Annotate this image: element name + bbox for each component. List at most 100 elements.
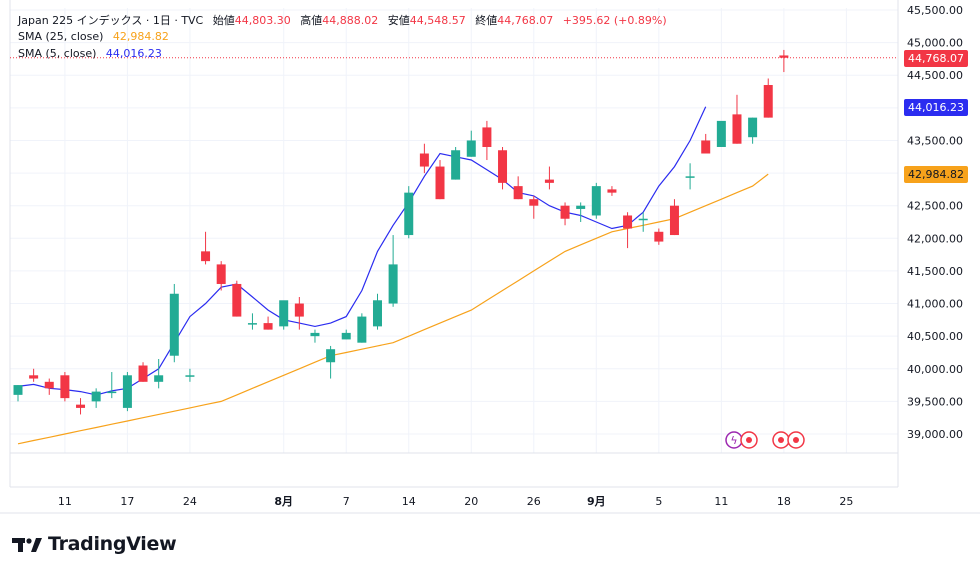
candle-body <box>232 283 242 317</box>
candle-body <box>716 120 726 147</box>
candle-body <box>44 381 54 389</box>
price-tick-label: 42,000.00 <box>907 232 963 245</box>
open-value: 44,803.30 <box>234 14 291 27</box>
candle-body <box>451 150 461 180</box>
price-tick-label: 39,500.00 <box>907 395 963 408</box>
price-tick-label: 45,500.00 <box>907 4 963 17</box>
candle-body <box>76 404 86 408</box>
time-tick-label: 8月 <box>274 495 293 508</box>
candle-body <box>419 153 429 167</box>
time-tick-label: 9月 <box>587 495 606 508</box>
sma5-value: 44,016.23 <box>105 47 162 60</box>
candle-body <box>138 365 148 382</box>
candle-body <box>91 391 101 402</box>
candle-body <box>529 199 539 206</box>
tradingview-logo[interactable]: TradingView <box>12 533 177 555</box>
candle-body <box>607 189 617 193</box>
time-tick-label: 20 <box>464 495 478 508</box>
candle-body <box>372 300 382 327</box>
candle-body <box>560 205 570 219</box>
sma5-label: SMA (5, close) <box>18 47 97 60</box>
candle-body <box>294 303 304 317</box>
ohlc-legend: Japan 225 インデックス · 1日 · TVC 始値44,803.30 … <box>18 12 667 28</box>
open-label: 始値 <box>212 14 235 27</box>
tradingview-logo-icon <box>12 538 42 552</box>
time-tick-label: 11 <box>714 495 728 508</box>
sma25-legend[interactable]: SMA (25, close) 42,984.82 <box>18 30 169 43</box>
price-tick-label: 44,500.00 <box>907 69 963 82</box>
candle-body <box>544 179 554 183</box>
candle-body <box>29 375 39 379</box>
sma5-legend[interactable]: SMA (5, close) 44,016.23 <box>18 47 162 60</box>
candle-body <box>685 176 695 178</box>
close-label: 終値 <box>475 14 498 27</box>
price-tick-label: 39,000.00 <box>907 428 963 441</box>
candle-body <box>310 332 320 337</box>
candle-body <box>185 375 195 377</box>
candle-body <box>498 150 508 183</box>
time-tick-label: 11 <box>58 495 72 508</box>
high-label: 高値 <box>300 14 323 27</box>
candle-body <box>623 215 633 229</box>
candle-body <box>60 375 70 399</box>
low-value: 44,548.57 <box>409 14 466 27</box>
sma25-value: 42,984.82 <box>112 30 169 43</box>
time-tick-label: 14 <box>402 495 416 508</box>
candle-body <box>263 323 273 330</box>
event-marker-flash[interactable]: ϟ <box>725 430 765 454</box>
close-value: 44,768.07 <box>497 14 554 27</box>
candle-body <box>654 231 664 242</box>
candle-body <box>122 375 132 408</box>
candle-body <box>357 316 367 343</box>
sma25-label: SMA (25, close) <box>18 30 104 43</box>
candle-body <box>201 251 211 262</box>
time-tick-label: 25 <box>839 495 853 508</box>
change-value: +395.62 (+0.89%) <box>562 14 667 27</box>
candle-body <box>404 192 414 236</box>
time-tick-label: 26 <box>527 495 541 508</box>
candle-body <box>576 205 586 209</box>
candle-body <box>591 186 601 216</box>
candle-body <box>326 349 336 363</box>
candle-body <box>388 264 398 304</box>
price-tick-label: 42,500.00 <box>907 200 963 213</box>
tradingview-logo-text: TradingView <box>48 533 177 555</box>
candle-body <box>279 300 289 327</box>
price-tick-label: 43,500.00 <box>907 134 963 147</box>
candle-body <box>216 264 226 284</box>
candle-body <box>466 140 476 157</box>
time-tick-label: 18 <box>777 495 791 508</box>
time-tick-label: 17 <box>120 495 134 508</box>
candle-body <box>13 385 23 395</box>
candle-body <box>669 205 679 236</box>
price-tick-label: 40,500.00 <box>907 330 963 343</box>
candle-body <box>169 293 179 356</box>
price-tick-label: 41,000.00 <box>907 298 963 311</box>
candle-body <box>701 140 711 154</box>
event-marker-dividends[interactable] <box>772 430 812 454</box>
time-tick-label: 7 <box>343 495 350 508</box>
candle-body <box>763 85 773 118</box>
sma5-price-tag: 44,016.23 <box>904 99 968 116</box>
candle-body <box>341 332 351 340</box>
symbol-label[interactable]: Japan 225 インデックス · 1日 · TVC <box>18 14 204 27</box>
price-tick-label: 45,000.00 <box>907 37 963 50</box>
time-tick-label: 24 <box>183 495 197 508</box>
candle-body <box>638 218 648 221</box>
candle-body <box>154 375 164 382</box>
candle-body <box>732 114 742 144</box>
candle-body <box>748 117 758 138</box>
candle-body <box>779 55 789 58</box>
candle-body <box>513 186 523 200</box>
svg-text:ϟ: ϟ <box>730 434 737 447</box>
price-tick-label: 40,000.00 <box>907 363 963 376</box>
candle-body <box>435 166 445 200</box>
close-price-tag: 44,768.07 <box>904 50 968 67</box>
high-value: 44,888.02 <box>322 14 379 27</box>
candle-body <box>482 127 492 147</box>
time-tick-label: 5 <box>655 495 662 508</box>
candle-body <box>107 391 117 394</box>
price-tick-label: 41,500.00 <box>907 265 963 278</box>
low-label: 安値 <box>387 14 410 27</box>
